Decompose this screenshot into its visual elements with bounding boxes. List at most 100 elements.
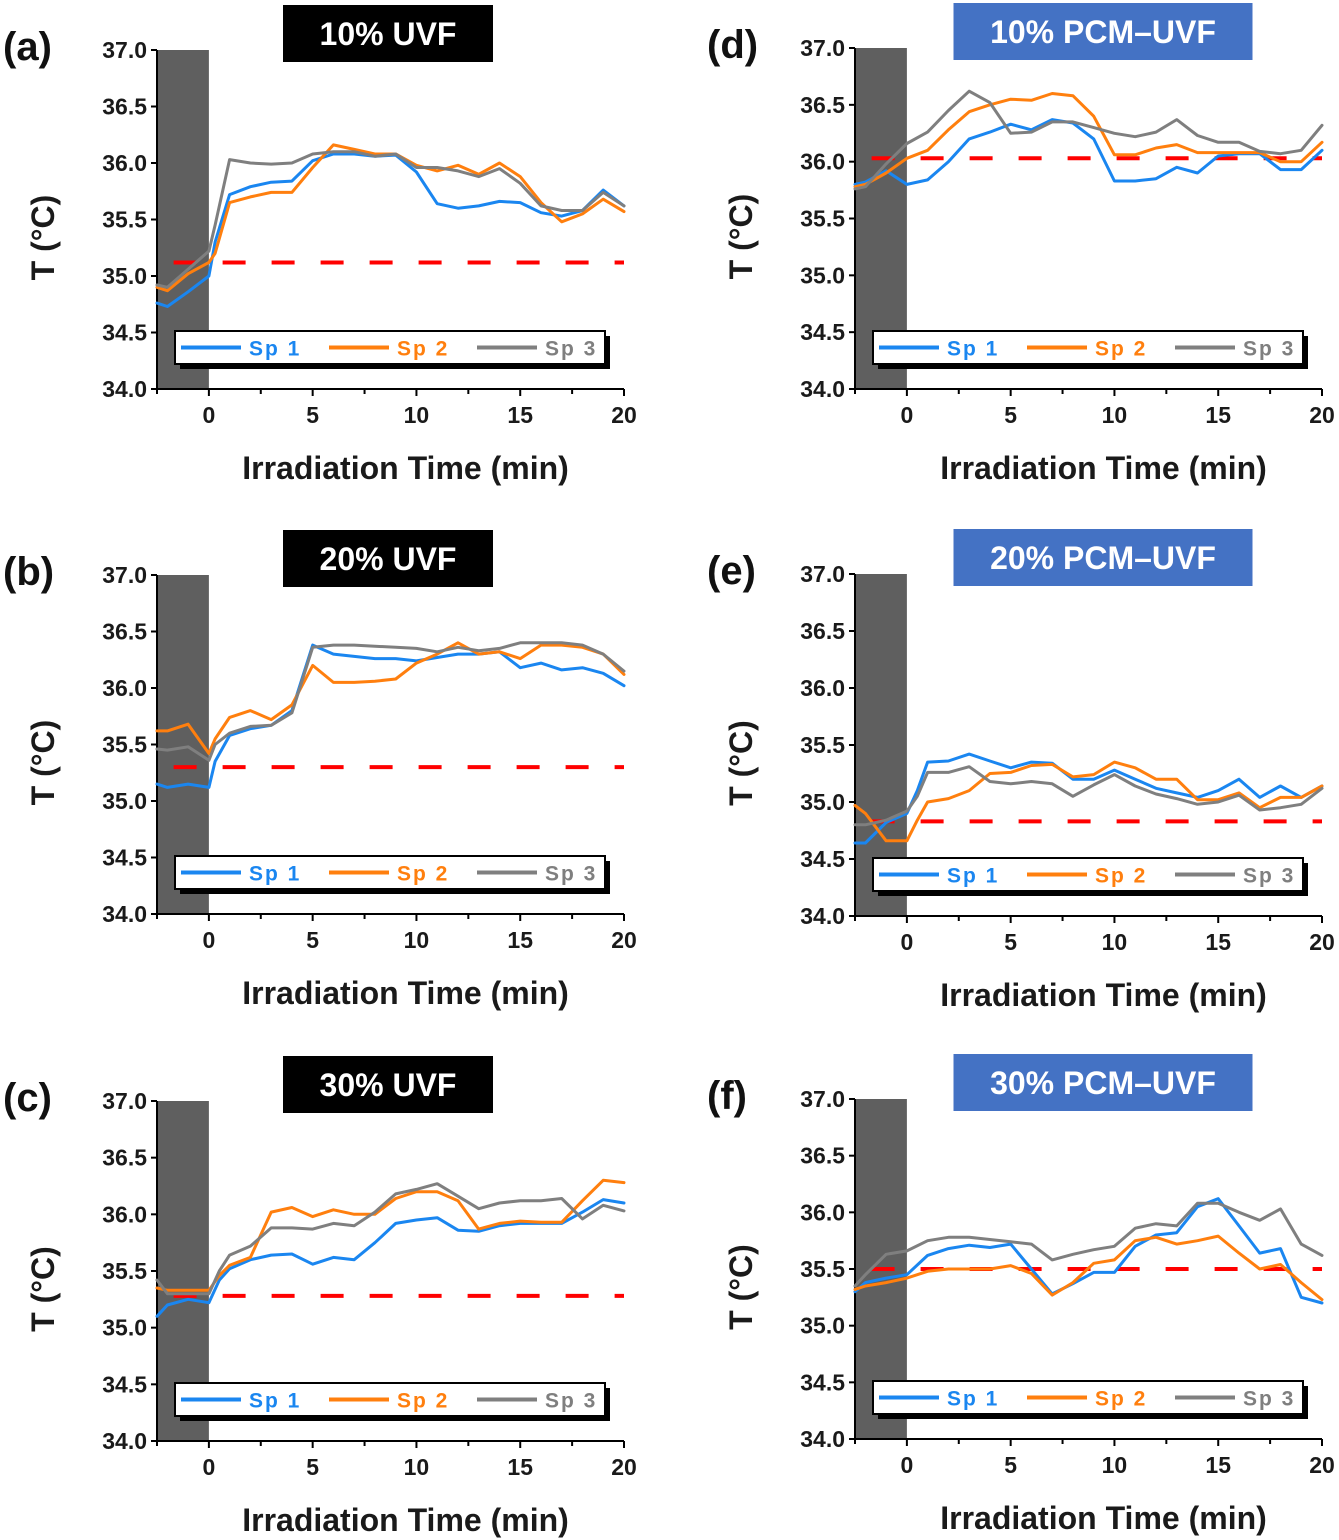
- x-tick-label: 15: [507, 927, 533, 953]
- y-tick-label: 37.0: [102, 1088, 147, 1114]
- y-tick-label: 35.5: [800, 1256, 845, 1282]
- series-line-sp2: [853, 92, 1324, 189]
- y-tick-label: 34.5: [102, 845, 147, 871]
- panel-letter: (f): [707, 1074, 747, 1118]
- y-tick-label: 36.0: [102, 675, 147, 701]
- x-tick-label: 20: [611, 402, 637, 428]
- y-tick-label: 36.0: [800, 1199, 845, 1225]
- y-tick-label: 34.5: [800, 319, 845, 345]
- legend: Sp 1 Sp 2 Sp 3: [174, 855, 610, 894]
- x-tick-label: 15: [1205, 1452, 1231, 1478]
- y-tick-label: 35.0: [102, 1315, 147, 1341]
- x-tick-label: 20: [611, 1454, 637, 1480]
- y-tick-label: 34.5: [102, 1371, 147, 1397]
- legend: Sp 1 Sp 2 Sp 3: [174, 330, 610, 369]
- x-axis-title: Irradiation Time (min): [242, 450, 569, 486]
- x-axis-title: Irradiation Time (min): [940, 450, 1267, 486]
- y-tick-label: 34.5: [800, 1369, 845, 1395]
- legend-label-sp1: Sp 1: [947, 865, 999, 888]
- x-tick-label: 20: [611, 927, 637, 953]
- legend-label-sp2: Sp 2: [1095, 1388, 1147, 1411]
- y-axis-title: T (°C): [25, 720, 61, 806]
- x-axis-title: Irradiation Time (min): [242, 1502, 569, 1538]
- x-tick-label: 20: [1309, 1452, 1335, 1478]
- legend-label-sp1: Sp 1: [947, 338, 999, 361]
- y-tick-label: 34.0: [102, 1428, 147, 1454]
- x-tick-label: 0: [202, 1454, 215, 1480]
- x-tick-label: 15: [1205, 929, 1231, 955]
- y-tick-label: 34.0: [102, 376, 147, 402]
- x-tick-label: 5: [1004, 1452, 1017, 1478]
- x-axis-title: Irradiation Time (min): [940, 977, 1267, 1013]
- series-line-sp3: [853, 765, 1324, 827]
- y-tick-label: 35.5: [102, 207, 147, 233]
- legend-label-sp3: Sp 3: [1243, 1388, 1295, 1411]
- y-tick-label: 34.0: [800, 376, 845, 402]
- series-line-sp3: [155, 1182, 626, 1296]
- legend-label-sp3: Sp 3: [545, 1390, 597, 1413]
- panel-letter: (d): [707, 23, 758, 67]
- series-line-sp3: [155, 641, 626, 762]
- y-tick-label: 35.0: [102, 788, 147, 814]
- panel-letter: (c): [3, 1076, 52, 1120]
- y-axis-title: T (°C): [723, 720, 759, 806]
- title-box: [283, 5, 493, 62]
- x-tick-label: 10: [1102, 1452, 1128, 1478]
- panel-letter: (a): [3, 25, 52, 69]
- title-box: [283, 1056, 493, 1113]
- x-tick-label: 5: [1004, 402, 1017, 428]
- panel-title: 20% PCM–UVF: [990, 540, 1216, 576]
- series-line-sp3: [155, 150, 626, 289]
- panel-title: 10% PCM–UVF: [990, 14, 1216, 50]
- series-line-sp3: [853, 89, 1324, 191]
- y-tick-label: 36.5: [800, 1143, 845, 1169]
- legend-label-sp3: Sp 3: [1243, 338, 1295, 361]
- x-tick-label: 0: [900, 402, 913, 428]
- panel-title: 30% UVF: [320, 1067, 457, 1103]
- legend: Sp 1 Sp 2 Sp 3: [872, 330, 1308, 369]
- legend: Sp 1 Sp 2 Sp 3: [872, 857, 1308, 896]
- series-line-sp1: [853, 752, 1324, 845]
- legend-label-sp3: Sp 3: [545, 863, 597, 886]
- y-tick-label: 34.5: [102, 320, 147, 346]
- panel-title: 10% UVF: [320, 16, 457, 52]
- panel-letter: (b): [3, 550, 54, 594]
- panel-d: 10% PCM–UVF (d) 34.0 34.5 35.0 35.5 36.0 36.5 37…: [707, 3, 1335, 486]
- y-tick-label: 36.0: [102, 1201, 147, 1227]
- y-axis-title: T (°C): [723, 194, 759, 280]
- y-tick-label: 36.0: [102, 150, 147, 176]
- panel-e: 20% PCM–UVF (e) 34.0 34.5 35.0 35.5 36.0 36.5 37…: [707, 529, 1335, 1013]
- legend-label-sp1: Sp 1: [249, 1390, 301, 1413]
- x-tick-label: 10: [404, 1454, 430, 1480]
- panel-a: 10% UVF (a) 34.0 34.5 35.0 35.5 36.0 36.5 37.0 0 5…: [3, 5, 637, 486]
- y-axis-title: T (°C): [723, 1244, 759, 1330]
- y-tick-label: 34.0: [800, 1426, 845, 1452]
- x-tick-label: 10: [404, 927, 430, 953]
- y-tick-label: 36.5: [800, 92, 845, 118]
- y-tick-label: 34.5: [800, 846, 845, 872]
- legend: Sp 1 Sp 2 Sp 3: [872, 1380, 1308, 1419]
- x-tick-label: 15: [507, 1454, 533, 1480]
- title-box: [953, 3, 1253, 60]
- title-box: [953, 1054, 1253, 1111]
- x-tick-label: 0: [900, 929, 913, 955]
- x-tick-label: 10: [404, 402, 430, 428]
- panel-c: 30% UVF (c) 34.0 34.5 35.0 35.5 36.0 36.5 37.0 0 5…: [3, 1056, 637, 1538]
- y-tick-label: 36.5: [102, 619, 147, 645]
- legend: Sp 1 Sp 2 Sp 3: [174, 1382, 610, 1421]
- panel-title: 30% PCM–UVF: [990, 1065, 1216, 1101]
- y-tick-label: 35.5: [800, 732, 845, 758]
- series-line-sp1: [853, 1197, 1324, 1305]
- y-tick-label: 37.0: [102, 37, 147, 63]
- panel-letter: (e): [707, 549, 756, 593]
- x-axis-title: Irradiation Time (min): [242, 975, 569, 1011]
- panel-f: 30% PCM–UVF (f) 34.0 34.5 35.0 35.5 36.0 36.5 37…: [707, 1054, 1335, 1536]
- y-tick-label: 36.5: [800, 618, 845, 644]
- legend-label-sp2: Sp 2: [397, 1390, 449, 1413]
- legend-label-sp1: Sp 1: [249, 863, 301, 886]
- panel-b: 20% UVF (b) 34.0 34.5 35.0 35.5 36.0 36.5 37.0 0 5…: [3, 530, 637, 1011]
- title-box: [953, 529, 1253, 586]
- y-tick-label: 35.0: [800, 1313, 845, 1339]
- series-line-sp1: [155, 643, 626, 789]
